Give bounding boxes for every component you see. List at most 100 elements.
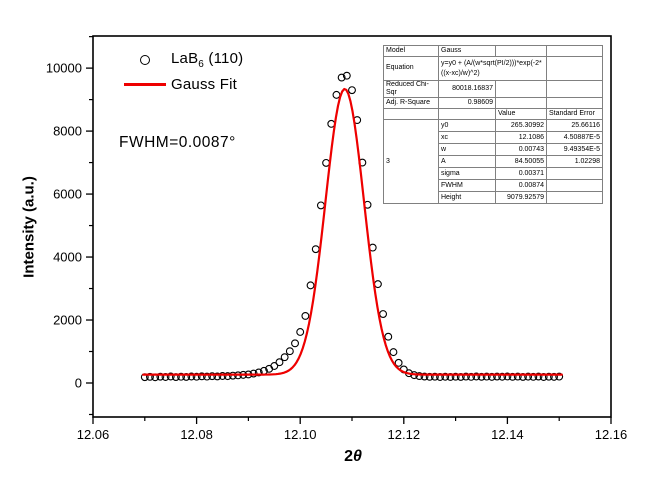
data-point	[498, 372, 507, 381]
stat-value-cell: 0.98609	[438, 97, 496, 110]
param-name-cell: FWHM	[438, 179, 496, 193]
data-point	[373, 280, 382, 289]
data-point	[208, 372, 217, 381]
data-point	[389, 348, 398, 357]
y-tick-label: 2000	[53, 313, 82, 328]
x-tick-label: 12.14	[491, 427, 524, 442]
table-row: Height 9079.92579	[384, 191, 603, 205]
param-name-cell: Height	[438, 191, 496, 205]
group-label-cell: 3	[383, 119, 439, 205]
data-point	[425, 372, 434, 381]
param-name-cell: y0	[438, 119, 496, 133]
param-name-cell: xc	[438, 131, 496, 145]
table-cell	[546, 97, 603, 110]
table-row: Value Standard Error	[383, 108, 603, 121]
param-name-cell: A	[438, 155, 496, 169]
table-row: Reduced Chi-Sqr 80018.16837	[383, 79, 603, 99]
legend-item-data: LaB6 (110)	[122, 48, 243, 72]
data-point	[534, 372, 543, 381]
table-row: FWHM 0.00874	[384, 179, 603, 193]
data-point	[550, 372, 558, 381]
y-axis-title: Intensity (a.u.)	[20, 176, 38, 278]
data-point	[472, 372, 481, 381]
data-point	[342, 71, 351, 80]
table-cell	[495, 79, 547, 99]
data-point	[493, 372, 501, 381]
data-point	[508, 372, 517, 381]
data-point	[316, 201, 325, 210]
stat-label-cell: Model	[383, 45, 439, 57]
y-tick-label: 4000	[53, 250, 82, 265]
table-row: Equation y=y0 + (A/(w*sqrt(PI/2)))*exp(-2…	[383, 56, 603, 81]
legend-item-fit: Gauss Fit	[122, 72, 243, 96]
param-error-cell: 4.50887E-5	[546, 131, 603, 145]
data-point	[197, 372, 206, 381]
open-circle-icon	[122, 55, 168, 65]
param-value-cell: 265.30992	[495, 119, 547, 133]
data-point	[451, 372, 460, 381]
data-point	[503, 372, 512, 381]
table-row: w 0.00743 9.49354E-5	[384, 143, 603, 157]
param-error-cell	[546, 191, 603, 205]
data-point	[146, 372, 154, 381]
data-point	[544, 372, 553, 381]
param-name-cell: sigma	[438, 167, 496, 181]
fwhm-annotation: FWHM=0.0087°	[119, 134, 236, 151]
y-tick-label: 8000	[53, 124, 82, 139]
data-point	[524, 372, 533, 381]
value-header-cell: Value	[495, 108, 547, 121]
data-point	[467, 372, 476, 381]
param-error-cell	[546, 179, 603, 193]
x-tick-label: 12.06	[77, 427, 110, 442]
data-point	[513, 372, 522, 381]
data-point	[487, 372, 496, 381]
data-point	[477, 372, 486, 381]
data-point	[348, 86, 356, 95]
data-point	[337, 73, 346, 82]
data-point	[394, 358, 403, 367]
data-point	[384, 332, 393, 341]
gauss-fit-curve	[142, 87, 563, 376]
data-point	[555, 372, 564, 381]
x-tick-label: 12.08	[180, 427, 213, 442]
data-point	[275, 358, 284, 367]
data-point	[462, 372, 470, 381]
legend-label-fit: Gauss Fit	[171, 75, 237, 93]
param-error-cell: 9.49354E-5	[546, 143, 603, 157]
legend: LaB6 (110) Gauss Fit	[122, 48, 243, 96]
x-tick-label: 12.12	[388, 427, 421, 442]
table-cell	[546, 79, 603, 99]
data-point	[280, 353, 289, 362]
data-point	[311, 245, 320, 254]
data-point	[156, 372, 165, 381]
data-point	[203, 372, 211, 381]
data-point	[177, 372, 186, 381]
equation-cell: y=y0 + (A/(w*sqrt(PI/2)))*exp(-2*((x-xc)…	[438, 56, 547, 81]
data-point	[187, 372, 196, 381]
stat-label-cell: Adj. R-Square	[383, 97, 439, 110]
data-point	[332, 90, 341, 99]
table-row: Model Gauss	[383, 45, 603, 57]
data-point	[291, 339, 299, 348]
y-tick-label: 0	[75, 375, 82, 390]
data-point	[166, 372, 175, 381]
fit-results-table: Model Gauss Equation y=y0 + (A/(w*sqrt(PI/2…	[383, 45, 603, 205]
table-row: xc 12.1086 4.50887E-5	[384, 131, 603, 145]
param-value-cell: 0.00743	[495, 143, 547, 157]
data-point	[379, 310, 388, 318]
param-value-cell: 12.1086	[495, 131, 547, 145]
table-cell	[495, 97, 547, 110]
y-tick-label: 10000	[46, 61, 82, 76]
table-cell	[546, 56, 603, 81]
stat-value-cell: 80018.16837	[438, 79, 496, 99]
x-tick-label: 12.16	[595, 427, 628, 442]
data-point	[296, 328, 305, 336]
y-tick-label: 6000	[53, 187, 82, 202]
data-point	[285, 347, 294, 356]
data-point	[192, 372, 201, 381]
param-value-cell: 0.00874	[495, 179, 547, 193]
data-point	[420, 372, 429, 381]
param-value-cell: 9079.92579	[495, 191, 547, 205]
